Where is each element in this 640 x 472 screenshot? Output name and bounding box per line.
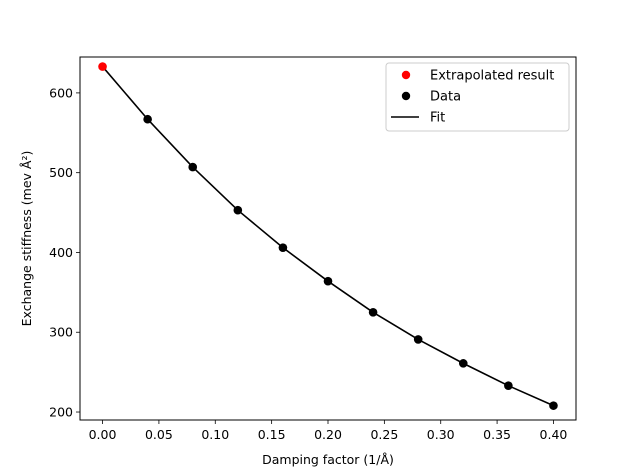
- legend-label-data: Data: [430, 90, 461, 105]
- y-tick-label: 200: [49, 405, 73, 420]
- plot-area: [98, 62, 558, 410]
- x-tick-label: 0.05: [145, 427, 173, 442]
- x-tick-label: 0.20: [314, 427, 342, 442]
- x-tick-label: 0.00: [89, 427, 117, 442]
- x-axis: 0.00 0.05 0.10 0.15 0.20 0.25 0.30 0.35 0.40: [89, 420, 568, 442]
- data-point: [504, 381, 513, 390]
- data-point: [323, 276, 333, 286]
- y-tick-label: 300: [49, 325, 73, 340]
- x-axis-label: Damping factor (1/Å): [262, 452, 394, 467]
- data-point: [143, 114, 152, 124]
- y-tick-label: 400: [49, 245, 73, 260]
- extrapolated-point: [98, 62, 107, 71]
- legend-marker-extrapolated: [401, 70, 411, 80]
- y-tick-label: 600: [49, 85, 73, 100]
- x-tick-label: 0.10: [201, 427, 229, 442]
- x-tick-label: 0.40: [540, 427, 568, 442]
- x-tick-label: 0.30: [427, 427, 455, 442]
- legend-label-extrapolated: Extrapolated result: [430, 69, 554, 84]
- data-point: [233, 205, 243, 215]
- y-axis: 200 300 400 500 600: [49, 85, 80, 420]
- y-axis-label: Exchange stiffness (mev Å²): [19, 151, 34, 327]
- data-point: [368, 307, 378, 317]
- data-point: [188, 162, 198, 172]
- y-tick-label: 500: [49, 165, 73, 180]
- legend-marker-data: [401, 91, 411, 101]
- x-tick-label: 0.35: [483, 427, 511, 442]
- legend-label-fit: Fit: [430, 111, 445, 126]
- data-point: [549, 401, 558, 410]
- x-tick-label: 0.25: [370, 427, 398, 442]
- x-tick-label: 0.15: [258, 427, 286, 442]
- data-point: [458, 359, 468, 368]
- legend: Extrapolated result Data Fit: [385, 62, 570, 132]
- legend-box: [385, 62, 570, 132]
- data-point: [413, 335, 423, 344]
- data-point: [278, 243, 288, 252]
